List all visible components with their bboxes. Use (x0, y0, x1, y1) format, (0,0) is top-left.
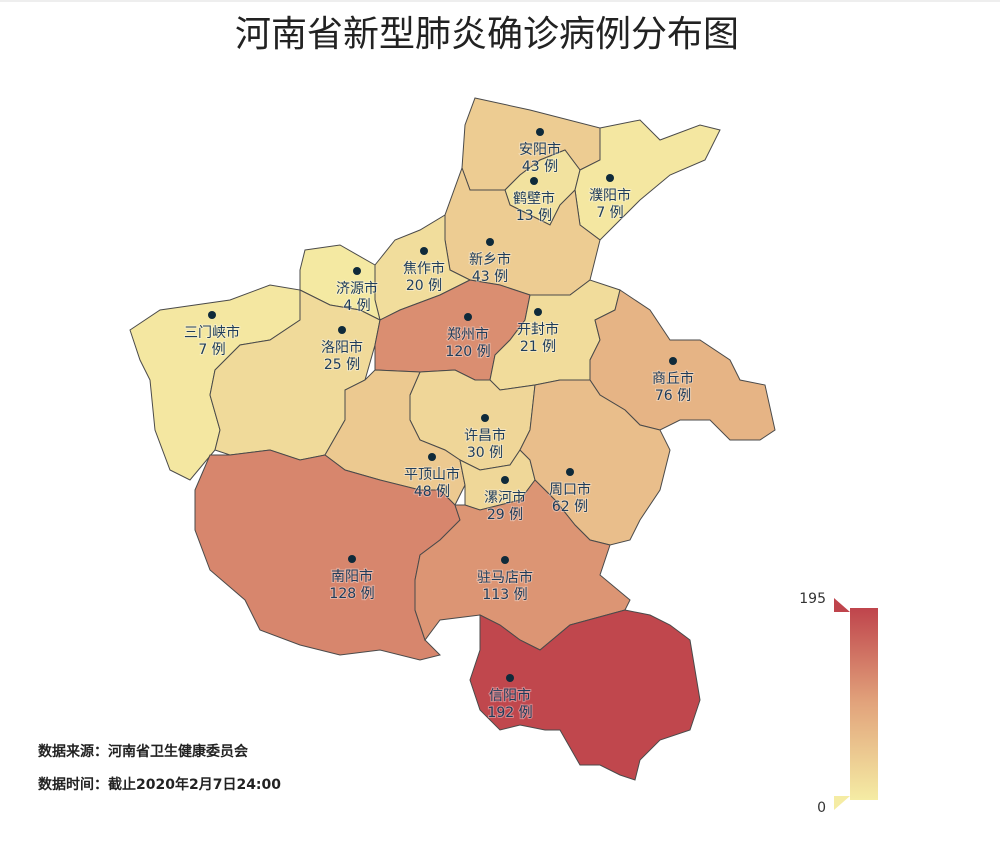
chart-title: 河南省新型肺炎确诊病例分布图 (235, 14, 739, 55)
source-note: 数据来源：河南省卫生健康委员会 (38, 743, 249, 760)
city-value: 48 例 (414, 484, 450, 500)
city-name: 开封市 (517, 321, 559, 338)
city-value: 7 例 (596, 205, 623, 221)
city-name: 新乡市 (469, 251, 511, 268)
city-dot (464, 313, 472, 321)
city-value: 25 例 (324, 357, 360, 373)
city-value: 62 例 (552, 499, 588, 515)
city-value: 21 例 (520, 339, 556, 355)
city-value: 20 例 (406, 278, 442, 294)
region (519, 379, 671, 546)
city-dot (534, 308, 542, 316)
city-dot (348, 555, 356, 563)
city-dot (338, 326, 346, 334)
city-name: 许昌市 (464, 427, 506, 444)
visual-map-handle (834, 796, 850, 810)
city-dot (566, 468, 574, 476)
city-dot (669, 357, 677, 365)
city-dot (530, 177, 538, 185)
city-dot (486, 238, 494, 246)
city-dot (536, 128, 544, 136)
city-name: 平顶山市 (404, 466, 460, 483)
city-value: 43 例 (472, 269, 508, 285)
region (574, 119, 721, 241)
city-name: 焦作市 (403, 260, 445, 277)
city-name: 南阳市 (331, 568, 373, 585)
city-value: 43 例 (522, 159, 558, 175)
city-value: 113 例 (482, 587, 527, 603)
city-dot (506, 674, 514, 682)
city-name: 信阳市 (489, 687, 531, 704)
city-name: 安阳市 (519, 141, 561, 158)
city-name: 鹤壁市 (513, 190, 555, 207)
visual-map-max: 195 (799, 591, 826, 607)
city-value: 13 例 (516, 208, 552, 224)
city-value: 7 例 (198, 342, 225, 358)
city-name: 济源市 (336, 280, 378, 297)
city-name: 驻马店市 (477, 569, 533, 586)
city-value: 30 例 (467, 445, 503, 461)
region (469, 609, 701, 781)
region (589, 289, 776, 441)
city-value: 29 例 (487, 507, 523, 523)
city-dot (606, 174, 614, 182)
city-name: 漯河市 (484, 489, 526, 506)
city-name: 周口市 (549, 481, 591, 498)
city-dot (501, 556, 509, 564)
city-value: 192 例 (487, 705, 532, 721)
city-value: 120 例 (445, 344, 490, 360)
city-name: 三门峡市 (184, 324, 240, 341)
visual-map-handle (834, 598, 850, 612)
city-dot (420, 247, 428, 255)
city-name: 洛阳市 (321, 339, 363, 356)
region (414, 479, 631, 651)
city-dot (481, 414, 489, 422)
city-dot (208, 311, 216, 319)
city-name: 商丘市 (652, 370, 694, 387)
city-name: 郑州市 (447, 326, 489, 343)
time-note: 数据时间：截止2020年2月7日24:00 (38, 776, 281, 793)
city-value: 4 例 (343, 298, 370, 314)
city-dot (428, 453, 436, 461)
regions (129, 97, 776, 781)
city-name: 濮阳市 (589, 187, 631, 204)
city-dot (501, 476, 509, 484)
city-dot (353, 267, 361, 275)
city-value: 128 例 (329, 586, 374, 602)
visual-map-bar (850, 608, 878, 800)
city-value: 76 例 (655, 388, 691, 404)
visual-map-min: 0 (817, 800, 826, 816)
